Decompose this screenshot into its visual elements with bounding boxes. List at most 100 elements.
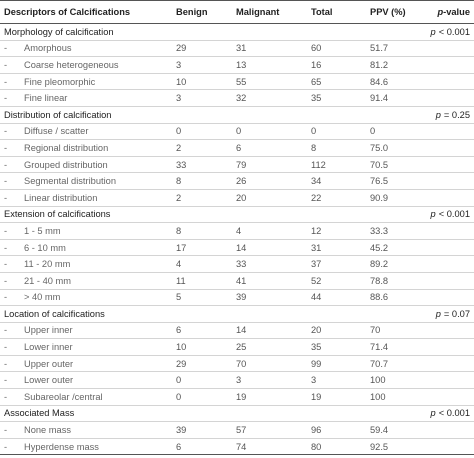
- item-text: 21 - 40 mm: [24, 275, 72, 286]
- cell-total: 80: [307, 438, 366, 456]
- data-row: - Upper outer 29 70 99 70.7: [0, 355, 474, 373]
- empty-cell: [422, 338, 474, 356]
- item-marker: -: [4, 292, 8, 303]
- group-row: Location of calcifications p = 0.07: [0, 305, 474, 323]
- item-label: - Amorphous: [0, 40, 172, 58]
- item-text: 6 - 10 mm: [24, 242, 66, 253]
- item-label: - Segmental distribution: [0, 172, 172, 190]
- cell-benign: 0: [172, 371, 232, 390]
- item-label: - Subareolar /central: [0, 388, 172, 406]
- item-label: - Grouped distribution: [0, 156, 172, 174]
- data-row: - 21 - 40 mm 11 41 52 78.8: [0, 272, 474, 290]
- p-symbol: p: [430, 408, 436, 419]
- empty-cell: [422, 438, 474, 456]
- cell-malignant: 0: [232, 123, 307, 141]
- cell-malignant: 41: [232, 272, 307, 290]
- cell-malignant: 39: [232, 289, 307, 307]
- item-marker: -: [4, 43, 8, 54]
- p-text: < 0.001: [438, 408, 470, 419]
- cell-ppv: 92.5: [366, 438, 422, 456]
- cell-benign: 2: [172, 139, 232, 157]
- data-row: - Upper inner 6 14 20 70: [0, 322, 474, 340]
- header-cell: PPV (%): [366, 0, 422, 24]
- cell-malignant: 79: [232, 156, 307, 174]
- item-marker: -: [4, 275, 8, 286]
- cell-benign: 11: [172, 272, 232, 290]
- data-row: - Subareolar /central 0 19 19 100: [0, 388, 474, 406]
- group-title: Distribution of calcification: [0, 106, 422, 124]
- cell-malignant: 4: [232, 222, 307, 240]
- p-value: p = 0.25: [422, 106, 474, 124]
- data-row: - Segmental distribution 8 26 34 76.5: [0, 172, 474, 190]
- empty-cell: [422, 89, 474, 107]
- item-marker: -: [4, 441, 8, 452]
- p-symbol: p: [435, 109, 441, 120]
- cell-malignant: 33: [232, 255, 307, 273]
- cell-malignant: 14: [232, 322, 307, 340]
- group-title: Extension of calcifications: [0, 206, 422, 224]
- empty-cell: [422, 56, 474, 74]
- cell-benign: 2: [172, 189, 232, 207]
- cell-ppv: 70.7: [366, 355, 422, 373]
- header-p: p: [437, 7, 444, 17]
- p-symbol: p: [430, 26, 436, 37]
- empty-cell: [422, 123, 474, 141]
- data-row: - 1 - 5 mm 8 4 12 33.3: [0, 222, 474, 240]
- data-row: - Regional distribution 2 6 8 75.0: [0, 139, 474, 157]
- header-cell: Malignant: [232, 0, 307, 24]
- cell-malignant: 25: [232, 338, 307, 356]
- empty-cell: [422, 172, 474, 190]
- empty-cell: [422, 156, 474, 174]
- cell-ppv: 45.2: [366, 239, 422, 257]
- cell-malignant: 55: [232, 73, 307, 91]
- header-cell: Total: [307, 0, 366, 24]
- item-marker: -: [4, 76, 8, 87]
- group-title: Morphology of calcification: [0, 23, 422, 41]
- cell-benign: 10: [172, 338, 232, 356]
- data-row: - Coarse heterogeneous 3 13 16 81.2: [0, 56, 474, 74]
- p-value: p = 0.07: [422, 305, 474, 323]
- data-row: - Fine pleomorphic 10 55 65 84.6: [0, 73, 474, 91]
- group-title: Location of calcifications: [0, 305, 422, 323]
- cell-benign: 6: [172, 322, 232, 340]
- cell-benign: 4: [172, 255, 232, 273]
- cell-ppv: 33.3: [366, 222, 422, 240]
- cell-malignant: 19: [232, 388, 307, 406]
- empty-cell: [422, 388, 474, 406]
- cell-total: 3: [307, 371, 366, 390]
- cell-benign: 29: [172, 355, 232, 373]
- group-row: Morphology of calcification p < 0.001: [0, 23, 474, 41]
- cell-ppv: 89.2: [366, 255, 422, 273]
- header-cell: Benign: [172, 0, 232, 24]
- cell-total: 44: [307, 289, 366, 307]
- item-label: - Hyperdense mass: [0, 438, 172, 456]
- p-value: p < 0.001: [422, 405, 474, 423]
- p-value: p < 0.001: [422, 206, 474, 224]
- item-marker: -: [4, 142, 8, 153]
- header-p-rest: -value: [443, 7, 470, 17]
- cell-benign: 3: [172, 89, 232, 107]
- cell-benign: 8: [172, 222, 232, 240]
- p-text: < 0.001: [438, 26, 470, 37]
- item-label: - 21 - 40 mm: [0, 272, 172, 290]
- empty-cell: [422, 139, 474, 157]
- item-text: Diffuse / scatter: [24, 126, 89, 137]
- cell-total: 19: [307, 388, 366, 406]
- item-label: - None mass: [0, 421, 172, 439]
- cell-benign: 33: [172, 156, 232, 174]
- cell-ppv: 90.9: [366, 189, 422, 207]
- item-text: Amorphous: [24, 43, 72, 54]
- item-marker: -: [4, 391, 8, 402]
- cell-benign: 39: [172, 421, 232, 439]
- header-cell: Descriptors of Calcifications: [0, 0, 172, 24]
- cell-malignant: 32: [232, 89, 307, 107]
- item-label: - 1 - 5 mm: [0, 222, 172, 240]
- item-marker: -: [4, 375, 8, 386]
- cell-total: 65: [307, 73, 366, 91]
- data-row: - > 40 mm 5 39 44 88.6: [0, 289, 474, 307]
- item-marker: -: [4, 159, 8, 170]
- item-label: - Coarse heterogeneous: [0, 56, 172, 74]
- cell-malignant: 57: [232, 421, 307, 439]
- cell-benign: 0: [172, 123, 232, 141]
- cell-ppv: 0: [366, 123, 422, 141]
